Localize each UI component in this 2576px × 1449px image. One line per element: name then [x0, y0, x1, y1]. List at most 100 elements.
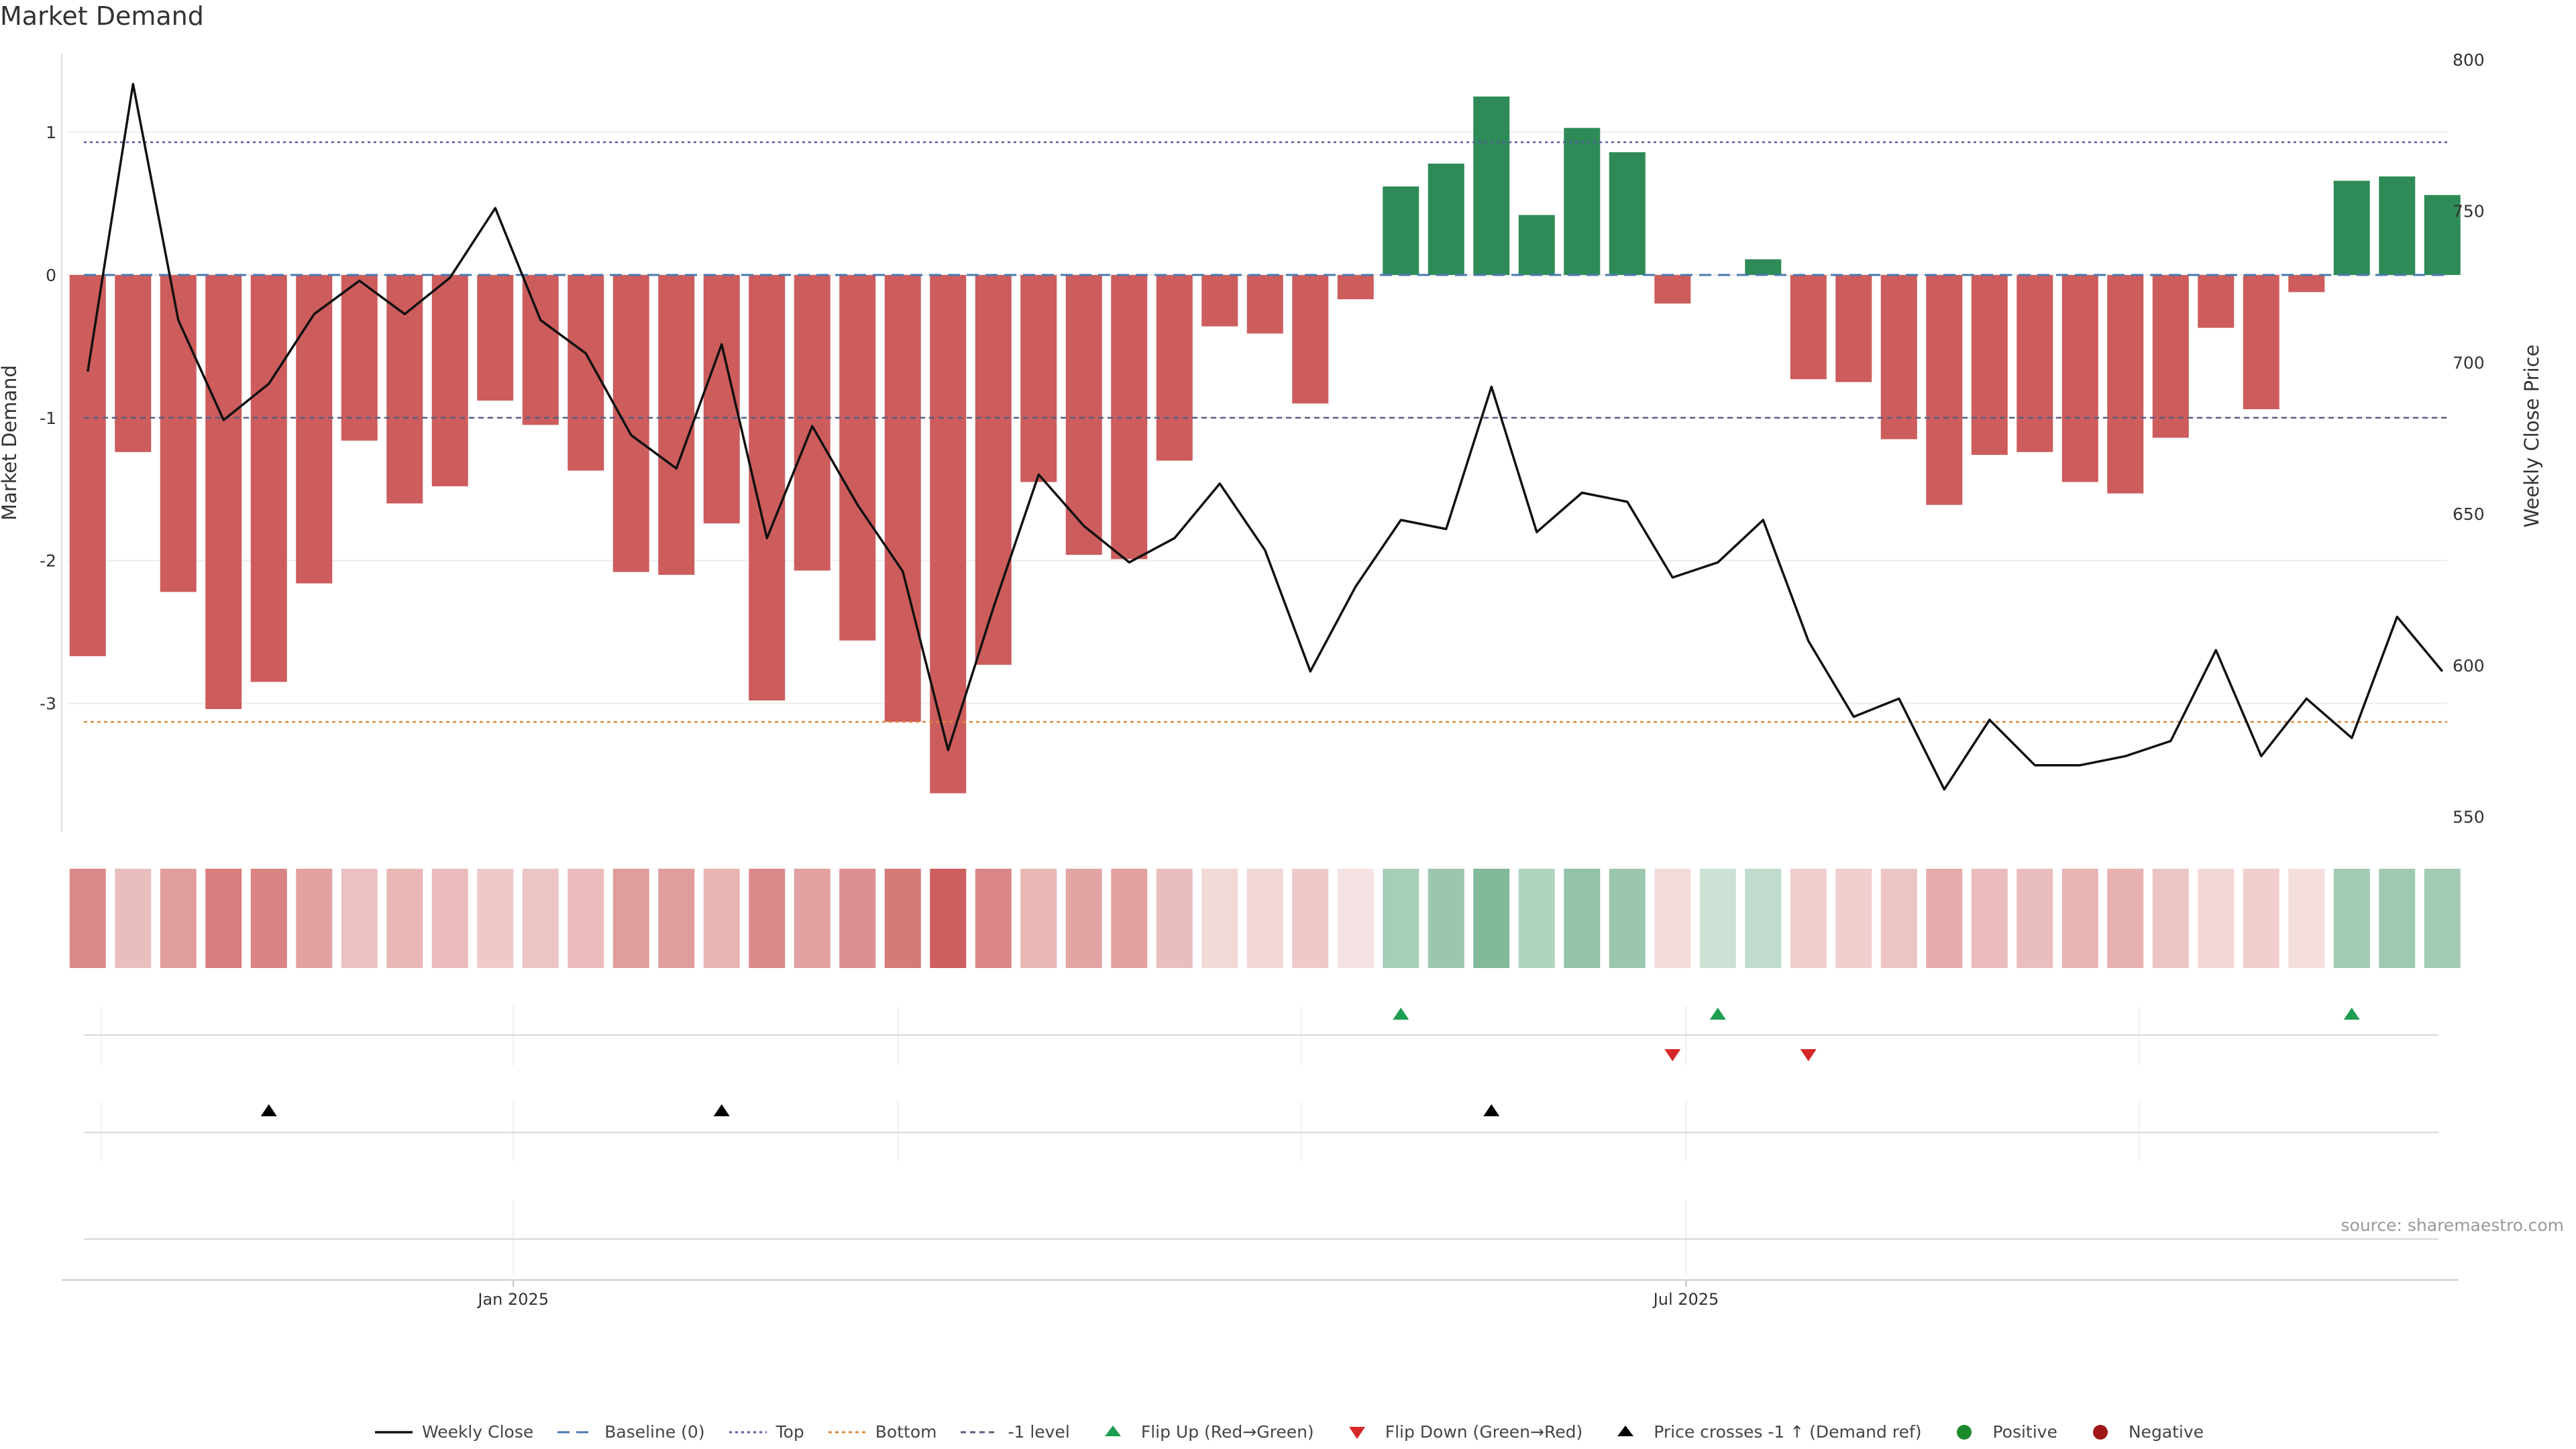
y-tick-label: 0 — [46, 266, 56, 285]
y-tick-label: -1 — [40, 409, 56, 428]
price-cross-marker — [713, 1104, 730, 1116]
flip-up-marker — [1709, 1008, 1726, 1020]
y2-tick-label: 700 — [2453, 353, 2485, 372]
strength-cell — [341, 869, 378, 968]
strength-cell — [1654, 869, 1691, 968]
strength-cell — [749, 869, 786, 968]
strength-cell — [431, 869, 468, 968]
strength-cell — [1473, 869, 1510, 968]
demand-bar — [1337, 274, 1374, 300]
axes-layer: 1 0 -1 -2 -3 800 750 700 650 600 550 Market Demand W… — [0, 50, 2543, 1309]
demand-bar — [794, 274, 830, 571]
demand-bar — [250, 274, 287, 682]
flip-up-marker — [2343, 1008, 2360, 1020]
strength-cell — [2379, 869, 2416, 968]
strength-cell — [658, 869, 695, 968]
strength-cell — [1246, 869, 1283, 968]
demand-bar — [1564, 127, 1601, 275]
demand-bar — [1473, 96, 1510, 275]
strength-cell — [1337, 869, 1374, 968]
legend-label: Baseline (0) — [604, 1422, 705, 1442]
legend-symbol-flip-up — [1091, 1423, 1134, 1442]
strength-cell — [1926, 869, 1963, 968]
demand-bar — [69, 274, 106, 657]
strength-cell — [1835, 869, 1872, 968]
legend-symbol-bottom — [826, 1423, 869, 1442]
chart-legend: Weekly Close Baseline (0) Top Bottom -1 leve… — [0, 1422, 2576, 1446]
strength-cell — [1971, 869, 2008, 968]
legend-label: Bottom — [875, 1422, 937, 1442]
legend-item-cross: Price crosses -1 ↑ (Demand ref) — [1604, 1422, 1921, 1442]
demand-bar — [1292, 274, 1329, 404]
event-markers — [84, 1006, 2438, 1275]
demand-bar — [1654, 274, 1691, 304]
strength-cell — [1201, 869, 1238, 968]
strength-cell — [1111, 869, 1148, 968]
legend-item-weekly-close: Weekly Close — [372, 1422, 533, 1442]
demand-bar — [2017, 274, 2053, 452]
demand-bar — [2152, 274, 2189, 438]
legend-symbol-flip-down — [1336, 1423, 1379, 1442]
demand-bar — [1609, 152, 1646, 275]
strength-cell — [794, 869, 830, 968]
y2-tick-label: 550 — [2453, 807, 2485, 826]
demand-bar — [296, 274, 333, 584]
flip-down-marker — [1664, 1049, 1681, 1061]
legend-item-top: Top — [727, 1422, 804, 1442]
strength-cell — [2198, 869, 2235, 968]
legend-label: Flip Down (Green→Red) — [1385, 1422, 1583, 1442]
strength-cell — [69, 869, 106, 968]
strength-cell — [205, 869, 242, 968]
legend-item-negative: Negative — [2079, 1422, 2204, 1442]
demand-bar — [2379, 176, 2416, 275]
legend-label: Top — [775, 1422, 804, 1442]
strength-cell — [250, 869, 287, 968]
strength-cell — [386, 869, 423, 968]
strength-cell — [1383, 869, 1419, 968]
demand-bar — [1926, 274, 1963, 505]
demand-bar — [115, 274, 152, 452]
y-axis-title: Market Demand — [0, 365, 21, 521]
strength-cell — [1880, 869, 1917, 968]
demand-bar — [2061, 274, 2098, 482]
strength-cell — [115, 869, 152, 968]
strength-cell — [1518, 869, 1555, 968]
strength-cell — [2152, 869, 2189, 968]
y-tick-label: -2 — [40, 551, 56, 571]
y2-tick-label: 800 — [2453, 50, 2485, 70]
strength-cell — [522, 869, 559, 968]
y2-tick-label: 750 — [2453, 202, 2485, 221]
strength-cell — [1156, 869, 1193, 968]
chart-title: Market Demand — [0, 1, 204, 31]
y2-axis-title: Weekly Close Price — [2520, 345, 2543, 528]
strength-cell — [1065, 869, 1102, 968]
legend-item-minus-one: -1 level — [958, 1422, 1070, 1442]
y2-tick-label: 650 — [2453, 504, 2485, 524]
demand-bars — [69, 96, 2461, 794]
legend-label: -1 level — [1008, 1422, 1070, 1442]
demand-bar — [2107, 274, 2144, 494]
reference-levels — [84, 141, 2447, 723]
legend-symbol-minus-one — [958, 1423, 1001, 1442]
weekly-close-line — [87, 83, 2444, 791]
legend-item-bottom: Bottom — [826, 1422, 937, 1442]
legend-symbol-weekly-close — [372, 1423, 415, 1442]
demand-bar — [522, 274, 559, 425]
legend-symbol-negative — [2079, 1423, 2122, 1442]
flip-down-marker — [1800, 1049, 1817, 1061]
demand-bar — [1971, 274, 2008, 455]
legend-label: Price crosses -1 ↑ (Demand ref) — [1654, 1422, 1922, 1442]
demand-bar — [1065, 274, 1102, 555]
legend-symbol-baseline — [555, 1423, 598, 1442]
demand-bar — [1518, 215, 1555, 275]
price-cross-marker — [1483, 1104, 1500, 1116]
legend-label: Positive — [1992, 1422, 2057, 1442]
strength-cell — [2288, 869, 2325, 968]
strength-cell — [296, 869, 333, 968]
legend-item-flip-up: Flip Up (Red→Green) — [1091, 1422, 1314, 1442]
legend-item-flip-down: Flip Down (Green→Red) — [1336, 1422, 1583, 1442]
x-tick-label: Jan 2025 — [476, 1290, 549, 1309]
strength-cell — [1699, 869, 1736, 968]
legend-label: Weekly Close — [421, 1422, 534, 1442]
